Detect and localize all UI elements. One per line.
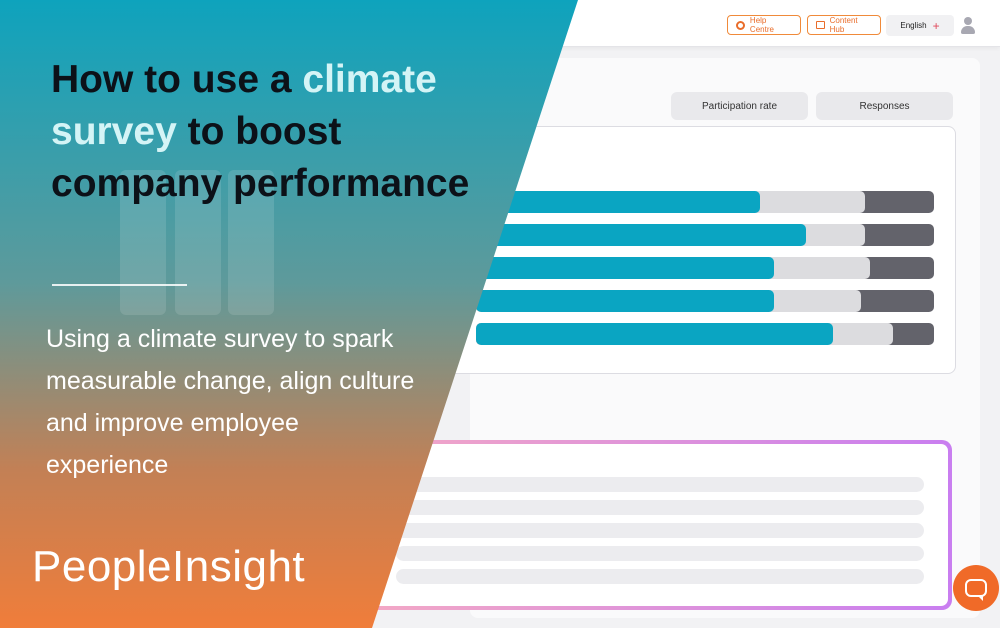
progress-bar-fill: [476, 257, 774, 279]
top-bar: Help Centre Content Hub English +: [0, 0, 1000, 47]
comment-placeholder-line: [396, 523, 924, 538]
progress-bar-fill: [476, 224, 806, 246]
language-label: English: [900, 21, 927, 30]
document-icon: [816, 21, 825, 29]
lifebuoy-icon: [736, 20, 745, 30]
progress-bar: [476, 257, 934, 279]
progress-bar: [476, 323, 934, 345]
progress-bar-fill: [476, 323, 834, 345]
progress-bar: [476, 191, 934, 213]
language-selector[interactable]: English +: [886, 15, 954, 36]
comment-placeholder-line: [396, 569, 924, 584]
comments-card-inner: [356, 444, 948, 606]
help-centre-label: Help Centre: [749, 16, 774, 34]
progress-bar: [476, 290, 934, 312]
comments-card: [352, 440, 952, 610]
chat-bubble-icon: [965, 579, 987, 601]
tab-responses[interactable]: Responses: [816, 92, 953, 120]
chart-card-title: Key Drivers: [378, 146, 441, 160]
comment-placeholder-line: [396, 500, 924, 515]
content-hub-label: Content Hub: [829, 16, 858, 34]
help-centre-button[interactable]: Help Centre: [727, 15, 801, 35]
chat-button[interactable]: [953, 565, 999, 611]
content-hub-button[interactable]: Content Hub: [807, 15, 881, 35]
progress-bar: [476, 224, 934, 246]
user-avatar-icon[interactable]: [961, 17, 975, 35]
tab-participation-rate[interactable]: Participation rate: [671, 92, 808, 120]
comment-placeholder-line: [396, 546, 924, 561]
comment-placeholder-line: [396, 477, 924, 492]
plus-icon: +: [932, 18, 940, 33]
progress-bar-fill: [476, 191, 760, 213]
progress-bar-fill: [476, 290, 774, 312]
